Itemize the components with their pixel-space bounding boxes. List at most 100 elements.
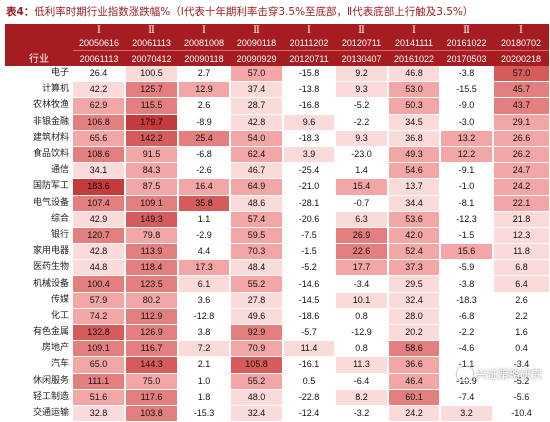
return-value-cell: -12.8 <box>177 308 230 326</box>
return-value-cell: -5.2 <box>492 373 549 390</box>
column-header-industry: 行业 <box>5 24 73 66</box>
return-value-cell: -1.0 <box>439 178 493 196</box>
phase-label: Ⅰ <box>493 24 549 36</box>
return-value-cell: 25.4 <box>177 130 230 147</box>
return-value-cell: -18.3 <box>282 130 335 147</box>
return-value-cell: -2.2 <box>334 114 388 131</box>
return-value-cell: 13.7 <box>387 178 440 196</box>
industry-name: 轻工制造 <box>5 389 73 406</box>
return-value-cell: 3.2 <box>439 405 493 422</box>
return-value-cell: 9.3 <box>334 130 388 147</box>
return-value-cell: 10.1 <box>334 292 388 309</box>
return-value-cell: 1.8 <box>177 389 230 406</box>
phase-label: Ⅰ <box>73 24 125 36</box>
phase-label: Ⅰ <box>178 24 230 36</box>
return-value-cell: 79.8 <box>124 227 178 245</box>
return-value-cell: 2.7 <box>177 66 230 83</box>
return-value-cell: 57.4 <box>229 211 283 228</box>
industry-name: 汽车 <box>5 356 73 374</box>
return-value-cell: -12.4 <box>282 405 335 422</box>
watermark-text: 兴证策略研究 <box>476 368 542 381</box>
return-value-cell: -5.6 <box>492 389 549 406</box>
return-value-cell: 92.9 <box>229 324 283 342</box>
return-value-cell: 13.2 <box>439 130 493 147</box>
return-value-cell: 49.3 <box>387 146 440 164</box>
return-value-cell: 2.6 <box>177 97 230 115</box>
return-value-cell: 144.3 <box>124 356 178 374</box>
return-value-cell: 62.9 <box>73 97 125 115</box>
return-value-cell: -2.6 <box>177 162 230 180</box>
return-value-cell: -3.0 <box>439 114 493 131</box>
return-value-cell: 84.3 <box>124 162 178 180</box>
return-value-cell: 64.9 <box>229 178 283 196</box>
return-value-cell: 183.6 <box>73 178 125 196</box>
period-start-date: 20120711 <box>335 36 388 51</box>
return-value-cell: -12.9 <box>334 324 388 342</box>
return-value-cell: -15.5 <box>439 81 493 99</box>
return-value-cell: 50.3 <box>387 97 440 115</box>
return-value-cell: 107.4 <box>73 195 125 212</box>
table-row: 计算机 42.2 125.7 12.9 37.4 -13.8 9.3 53.0 -15.5 45.… <box>5 81 549 99</box>
return-value-cell: 6.4 <box>492 275 549 293</box>
return-value-cell: 26.4 <box>73 66 125 83</box>
period-end-date: 20200218 <box>493 50 549 66</box>
period-start-date: 20050616 <box>73 36 125 51</box>
return-value-cell: 34.1 <box>73 162 125 180</box>
table-number: 表4： <box>6 6 35 18</box>
return-value-cell: 2.1 <box>177 356 230 374</box>
return-value-cell: 3.9 <box>282 146 335 164</box>
return-value-cell: 36.6 <box>387 356 440 374</box>
return-value-cell: 0.5 <box>282 373 335 390</box>
return-value-cell: -7.5 <box>282 227 335 245</box>
return-value-cell: 108.6 <box>73 146 125 164</box>
return-value-cell: 62.4 <box>229 146 283 164</box>
return-value-cell: 46.4 <box>387 373 440 390</box>
return-value-cell: 70.3 <box>229 243 283 261</box>
return-value-cell: 24.2 <box>492 178 549 196</box>
industry-name: 机械设备 <box>5 275 73 293</box>
table-row: 医药生物 44.8 118.4 17.3 48.4 -5.2 17.7 37.3 -5.9 6.8 <box>5 259 549 277</box>
return-value-cell: 45.7 <box>492 81 549 99</box>
phase-label: Ⅱ <box>230 24 283 36</box>
return-value-cell: 149.3 <box>124 211 178 228</box>
return-value-cell: 1.6 <box>492 324 549 342</box>
return-value-cell: 16.4 <box>177 178 230 196</box>
industry-name: 传媒 <box>5 292 73 309</box>
return-value-cell: 75.0 <box>124 373 178 390</box>
industry-name: 银行 <box>5 227 73 245</box>
return-value-cell: 4.4 <box>177 243 230 261</box>
return-value-cell: 22.1 <box>492 195 549 212</box>
industry-name: 综合 <box>5 211 73 228</box>
period-end-date: 20090118 <box>178 50 230 66</box>
return-value-cell: 59.5 <box>229 227 283 245</box>
industry-name: 交通运输 <box>5 405 73 422</box>
return-value-cell: 34.4 <box>387 195 440 212</box>
industry-name: 家用电器 <box>5 243 73 261</box>
return-value-cell: 105.8 <box>229 356 283 374</box>
return-value-cell: -3.4 <box>492 356 549 374</box>
industry-name: 房地产 <box>5 340 73 358</box>
return-value-cell: 57.0 <box>492 66 549 83</box>
return-value-cell: 35.8 <box>177 195 230 212</box>
return-value-cell: 112.9 <box>124 308 178 326</box>
period-end-date: 20120711 <box>283 50 335 66</box>
return-value-cell: 6.1 <box>177 275 230 293</box>
return-value-cell: -16.1 <box>282 356 335 374</box>
return-value-cell: 9.2 <box>334 66 388 83</box>
return-value-cell: 28.0 <box>387 308 440 326</box>
table-row: 综合 42.9 149.3 1.1 57.4 -20.6 6.3 53.6 -12.3 21.8 <box>5 211 549 228</box>
return-value-cell: 42.8 <box>229 114 283 131</box>
return-value-cell: -22.8 <box>282 389 335 406</box>
phase-label: Ⅱ <box>125 24 178 36</box>
return-value-cell: 42.2 <box>73 81 125 99</box>
table-row: 传媒 57.9 80.2 3.6 27.8 -14.5 10.1 32.4 -18.3 2.6 <box>5 292 549 309</box>
return-value-cell: 26.9 <box>334 227 388 245</box>
return-value-cell: -21.0 <box>282 178 335 196</box>
return-value-cell: 22.6 <box>334 243 388 261</box>
return-value-cell: 115.5 <box>124 97 178 115</box>
return-value-cell: 29.1 <box>492 114 549 131</box>
return-value-cell: -9.0 <box>439 97 493 115</box>
return-value-cell: 70.9 <box>229 340 283 358</box>
return-value-cell: 32.8 <box>73 405 125 422</box>
table-row: 银行 120.7 79.8 -2.9 59.5 -7.5 26.9 42.0 -1.5 12.3 <box>5 227 549 245</box>
